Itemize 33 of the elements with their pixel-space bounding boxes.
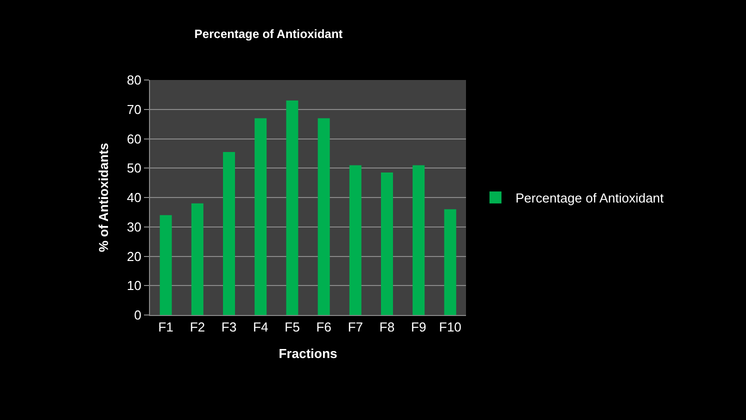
y-axis-title: % of Antioxidants (96, 142, 111, 252)
x-tick-label: F4 (253, 320, 268, 335)
y-tick-label: 30 (126, 219, 142, 234)
y-tick-label: 0 (134, 308, 142, 323)
bar (286, 100, 298, 315)
bar (349, 165, 362, 315)
legend-label: Percentage of Antioxidant (515, 190, 664, 206)
bar (318, 118, 330, 315)
x-tick-label: F9 (411, 320, 426, 335)
bar (444, 209, 456, 315)
y-tick-label: 40 (126, 190, 142, 206)
bar (160, 215, 172, 315)
y-tick-label: 20 (126, 248, 142, 264)
chart-title: Percentage of Antioxidant (194, 26, 343, 41)
bar (381, 172, 393, 315)
y-tick-label: 70 (126, 102, 142, 117)
x-tick-label: F2 (190, 320, 205, 335)
x-tick-label: F8 (379, 320, 395, 335)
x-tick-label: F5 (284, 320, 300, 335)
x-tick-label: F6 (316, 320, 332, 335)
x-axis-title: Fractions (278, 346, 338, 362)
x-tick-label: F1 (158, 320, 174, 335)
x-tick-label: F10 (438, 320, 462, 335)
y-tick-label: 80 (126, 72, 142, 88)
bar (254, 118, 267, 315)
y-tick-label: 60 (126, 131, 142, 146)
bar (223, 152, 235, 315)
x-tick-label: F7 (348, 320, 363, 335)
x-tick-label: F3 (221, 320, 237, 335)
bar (412, 165, 425, 315)
bar (191, 203, 204, 315)
y-tick-label: 10 (126, 278, 142, 294)
y-tick-label: 50 (126, 160, 142, 176)
